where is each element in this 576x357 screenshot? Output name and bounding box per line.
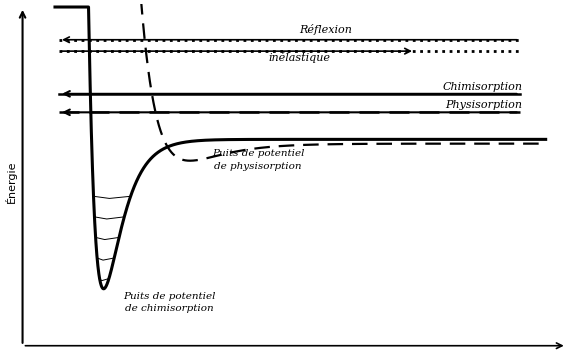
Text: Chimisorption: Chimisorption [442, 82, 522, 92]
Text: Puits de potentiel
de physisorption: Puits de potentiel de physisorption [212, 149, 304, 171]
Text: Réflexion: Réflexion [300, 25, 353, 35]
Text: Énergie: Énergie [5, 161, 17, 203]
Text: Physisorption: Physisorption [445, 100, 522, 110]
Text: inélastique: inélastique [269, 52, 331, 63]
Text: Puits de potentiel
de chimisorption: Puits de potentiel de chimisorption [123, 292, 215, 313]
